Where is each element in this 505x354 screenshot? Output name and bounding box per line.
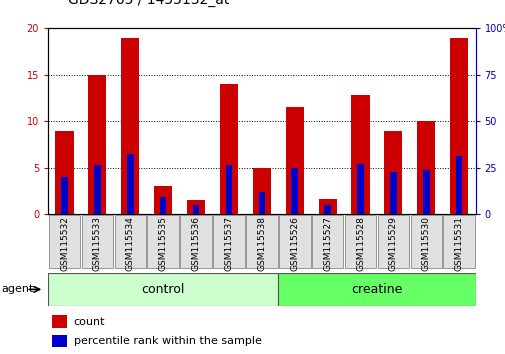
Bar [88, 75, 106, 214]
Text: control: control [141, 283, 184, 296]
Bar [384, 131, 401, 214]
Text: agent: agent [2, 284, 34, 295]
FancyBboxPatch shape [81, 215, 113, 268]
Text: GSM115532: GSM115532 [60, 216, 69, 271]
Text: GSM115526: GSM115526 [290, 216, 298, 271]
Bar [154, 186, 172, 214]
Bar [417, 121, 434, 214]
Bar [291, 168, 297, 214]
FancyBboxPatch shape [311, 215, 343, 268]
Bar [324, 205, 330, 214]
Bar [258, 192, 265, 214]
Text: GSM115533: GSM115533 [93, 216, 102, 272]
Text: GSM115538: GSM115538 [257, 216, 266, 272]
Text: GSM115535: GSM115535 [159, 216, 167, 272]
Text: GSM115531: GSM115531 [454, 216, 463, 272]
Bar [449, 38, 467, 214]
FancyBboxPatch shape [114, 215, 146, 268]
Text: GSM115529: GSM115529 [388, 216, 397, 271]
FancyBboxPatch shape [180, 215, 212, 268]
Bar [357, 164, 363, 214]
Bar [220, 84, 237, 214]
Bar [56, 131, 73, 214]
FancyBboxPatch shape [278, 215, 310, 268]
Bar [351, 95, 369, 214]
Text: GSM115527: GSM115527 [323, 216, 331, 271]
Text: percentile rank within the sample: percentile rank within the sample [74, 336, 261, 346]
Text: GSM115530: GSM115530 [421, 216, 430, 272]
FancyBboxPatch shape [213, 215, 244, 268]
FancyBboxPatch shape [377, 215, 409, 268]
Bar [52, 335, 67, 347]
Bar [160, 198, 166, 214]
Bar [48, 273, 278, 306]
FancyBboxPatch shape [147, 215, 179, 268]
Bar [285, 107, 303, 214]
Bar [252, 168, 270, 214]
FancyBboxPatch shape [245, 215, 277, 268]
Bar [455, 156, 462, 214]
Bar [187, 200, 205, 214]
Bar [52, 315, 67, 328]
Text: GDS2765 / 1455132_at: GDS2765 / 1455132_at [68, 0, 229, 7]
Bar [192, 205, 199, 214]
Text: GSM115528: GSM115528 [356, 216, 364, 271]
Bar [94, 165, 100, 214]
Bar [225, 165, 232, 214]
FancyBboxPatch shape [410, 215, 441, 268]
FancyBboxPatch shape [344, 215, 376, 268]
FancyBboxPatch shape [442, 215, 474, 268]
Bar [318, 199, 336, 214]
Bar [389, 172, 396, 214]
Bar [61, 177, 68, 214]
Bar [422, 171, 429, 214]
Bar [121, 38, 139, 214]
Bar [127, 154, 133, 214]
FancyBboxPatch shape [48, 215, 80, 268]
Text: GSM115536: GSM115536 [191, 216, 200, 272]
Text: count: count [74, 316, 105, 327]
Text: GSM115534: GSM115534 [126, 216, 134, 271]
Text: creatine: creatine [350, 283, 402, 296]
Bar [278, 273, 475, 306]
Text: GSM115537: GSM115537 [224, 216, 233, 272]
